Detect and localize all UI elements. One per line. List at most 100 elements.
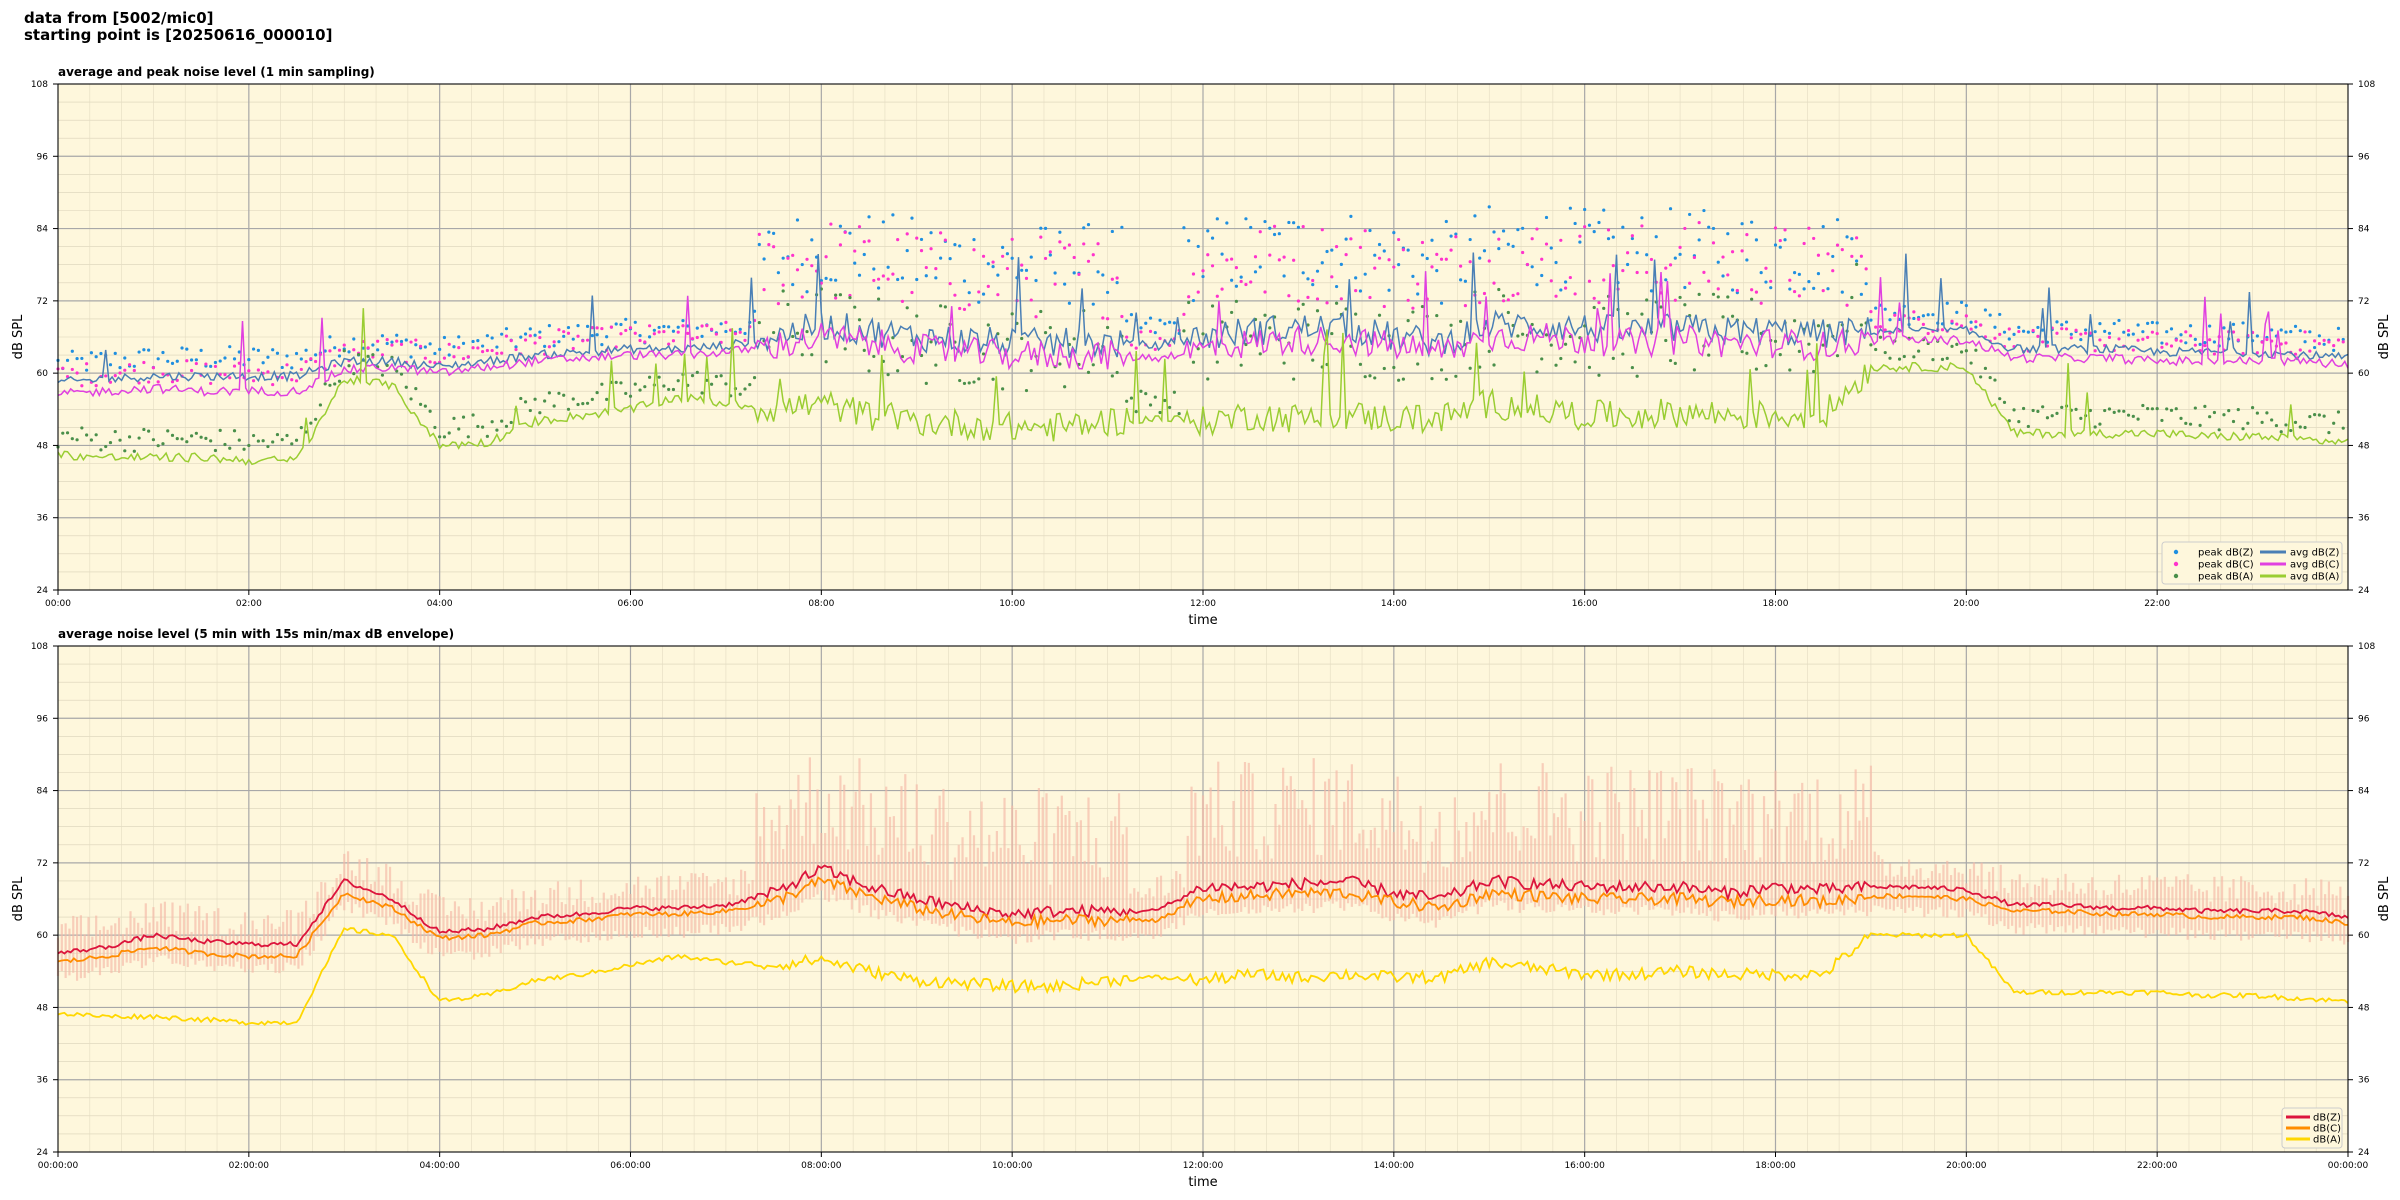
peak-point: [2303, 425, 2307, 430]
y-tick-label: 48: [37, 441, 49, 451]
peak-point: [1578, 240, 1582, 244]
peak-point: [2131, 332, 2135, 336]
peak-point: [1649, 257, 1654, 262]
peak-point: [1750, 288, 1754, 292]
peak-point: [1554, 294, 1558, 298]
peak-point: [1482, 249, 1487, 253]
peak-point: [1416, 362, 1420, 366]
peak-point: [1444, 219, 1448, 224]
peak-point: [647, 324, 652, 328]
peak-point: [1559, 238, 1563, 242]
peak-point: [1392, 231, 1396, 235]
peak-point: [1120, 314, 1124, 319]
peak-point: [1387, 288, 1391, 292]
peak-point: [1568, 206, 1572, 210]
peak-point: [2227, 409, 2231, 413]
peak-point: [1592, 305, 1596, 310]
peak-point: [776, 271, 780, 275]
peak-point: [2084, 331, 2088, 335]
peak-point: [1144, 391, 1148, 396]
peak-point: [1487, 349, 1491, 354]
peak-point: [1468, 260, 1472, 264]
peak-point: [1196, 347, 1200, 351]
peak-point: [2255, 334, 2259, 338]
peak-point: [557, 391, 561, 395]
peak-point: [647, 375, 652, 379]
peak-point: [1063, 282, 1067, 286]
peak-point: [1516, 334, 1520, 338]
peak-point: [2060, 327, 2064, 331]
peak-point: [476, 346, 480, 350]
peak-point: [824, 276, 828, 280]
peak-point: [2270, 418, 2274, 422]
peak-point: [1630, 234, 1634, 238]
peak-point: [232, 357, 237, 361]
peak-point: [2341, 337, 2345, 342]
peak-point: [671, 329, 676, 333]
peak-point: [886, 277, 890, 281]
peak-point: [1430, 238, 1434, 242]
peak-point: [1630, 365, 1634, 370]
peak-point: [791, 334, 795, 339]
peak-point: [2160, 345, 2164, 349]
peak-point: [800, 262, 804, 267]
peak-point: [1110, 277, 1114, 281]
peak-point: [600, 382, 604, 386]
peak-point: [1382, 249, 1386, 253]
peak-point: [1411, 310, 1415, 314]
peak-point: [271, 382, 275, 387]
peak-point: [1272, 232, 1277, 237]
peak-point: [481, 425, 485, 429]
peak-point: [457, 427, 461, 431]
peak-point: [628, 326, 633, 330]
peak-point: [2165, 407, 2169, 411]
peak-point: [1459, 264, 1463, 268]
peak-point: [442, 356, 447, 360]
peak-point: [1740, 222, 1744, 226]
peak-point: [2246, 421, 2250, 425]
x-tick-label: 20:00: [1953, 599, 1979, 609]
peak-point: [1468, 237, 1472, 242]
peak-point: [962, 307, 967, 311]
peak-point: [166, 359, 170, 363]
peak-point: [943, 238, 947, 242]
peak-point: [299, 426, 303, 430]
peak-point: [1635, 251, 1639, 255]
y-tick-label: 24: [2358, 586, 2370, 596]
peak-point: [1840, 290, 1844, 294]
peak-point: [838, 224, 843, 228]
peak-point: [461, 357, 466, 361]
peak-point: [671, 387, 676, 392]
peak-point: [232, 429, 237, 433]
peak-point: [500, 332, 504, 336]
peak-point: [428, 342, 432, 346]
peak-point: [881, 220, 885, 224]
y-tick-label: 36: [37, 514, 49, 524]
y-tick-label: 108: [2358, 80, 2375, 90]
peak-point: [1850, 237, 1854, 241]
peak-point: [1506, 242, 1510, 246]
peak-point: [805, 290, 809, 294]
peak-point: [934, 363, 938, 367]
peak-point: [461, 415, 466, 419]
peak-point: [1573, 360, 1577, 364]
peak-point: [209, 364, 213, 368]
peak-point: [1621, 225, 1625, 229]
peak-point: [1220, 287, 1224, 291]
peak-point: [519, 396, 523, 401]
peak-point: [662, 329, 666, 334]
peak-point: [194, 361, 198, 366]
peak-point: [619, 322, 623, 327]
peak-point: [299, 367, 303, 372]
peak-point: [614, 322, 618, 326]
peak-point: [2103, 408, 2107, 413]
peak-point: [1368, 228, 1372, 233]
peak-point: [1158, 336, 1162, 341]
peak-point: [1063, 246, 1067, 250]
peak-point: [1435, 268, 1439, 273]
peak-point: [2126, 328, 2131, 333]
peak-point: [2079, 337, 2083, 342]
peak-point: [1258, 352, 1262, 356]
peak-point: [285, 433, 289, 438]
peak-point: [1091, 363, 1095, 367]
